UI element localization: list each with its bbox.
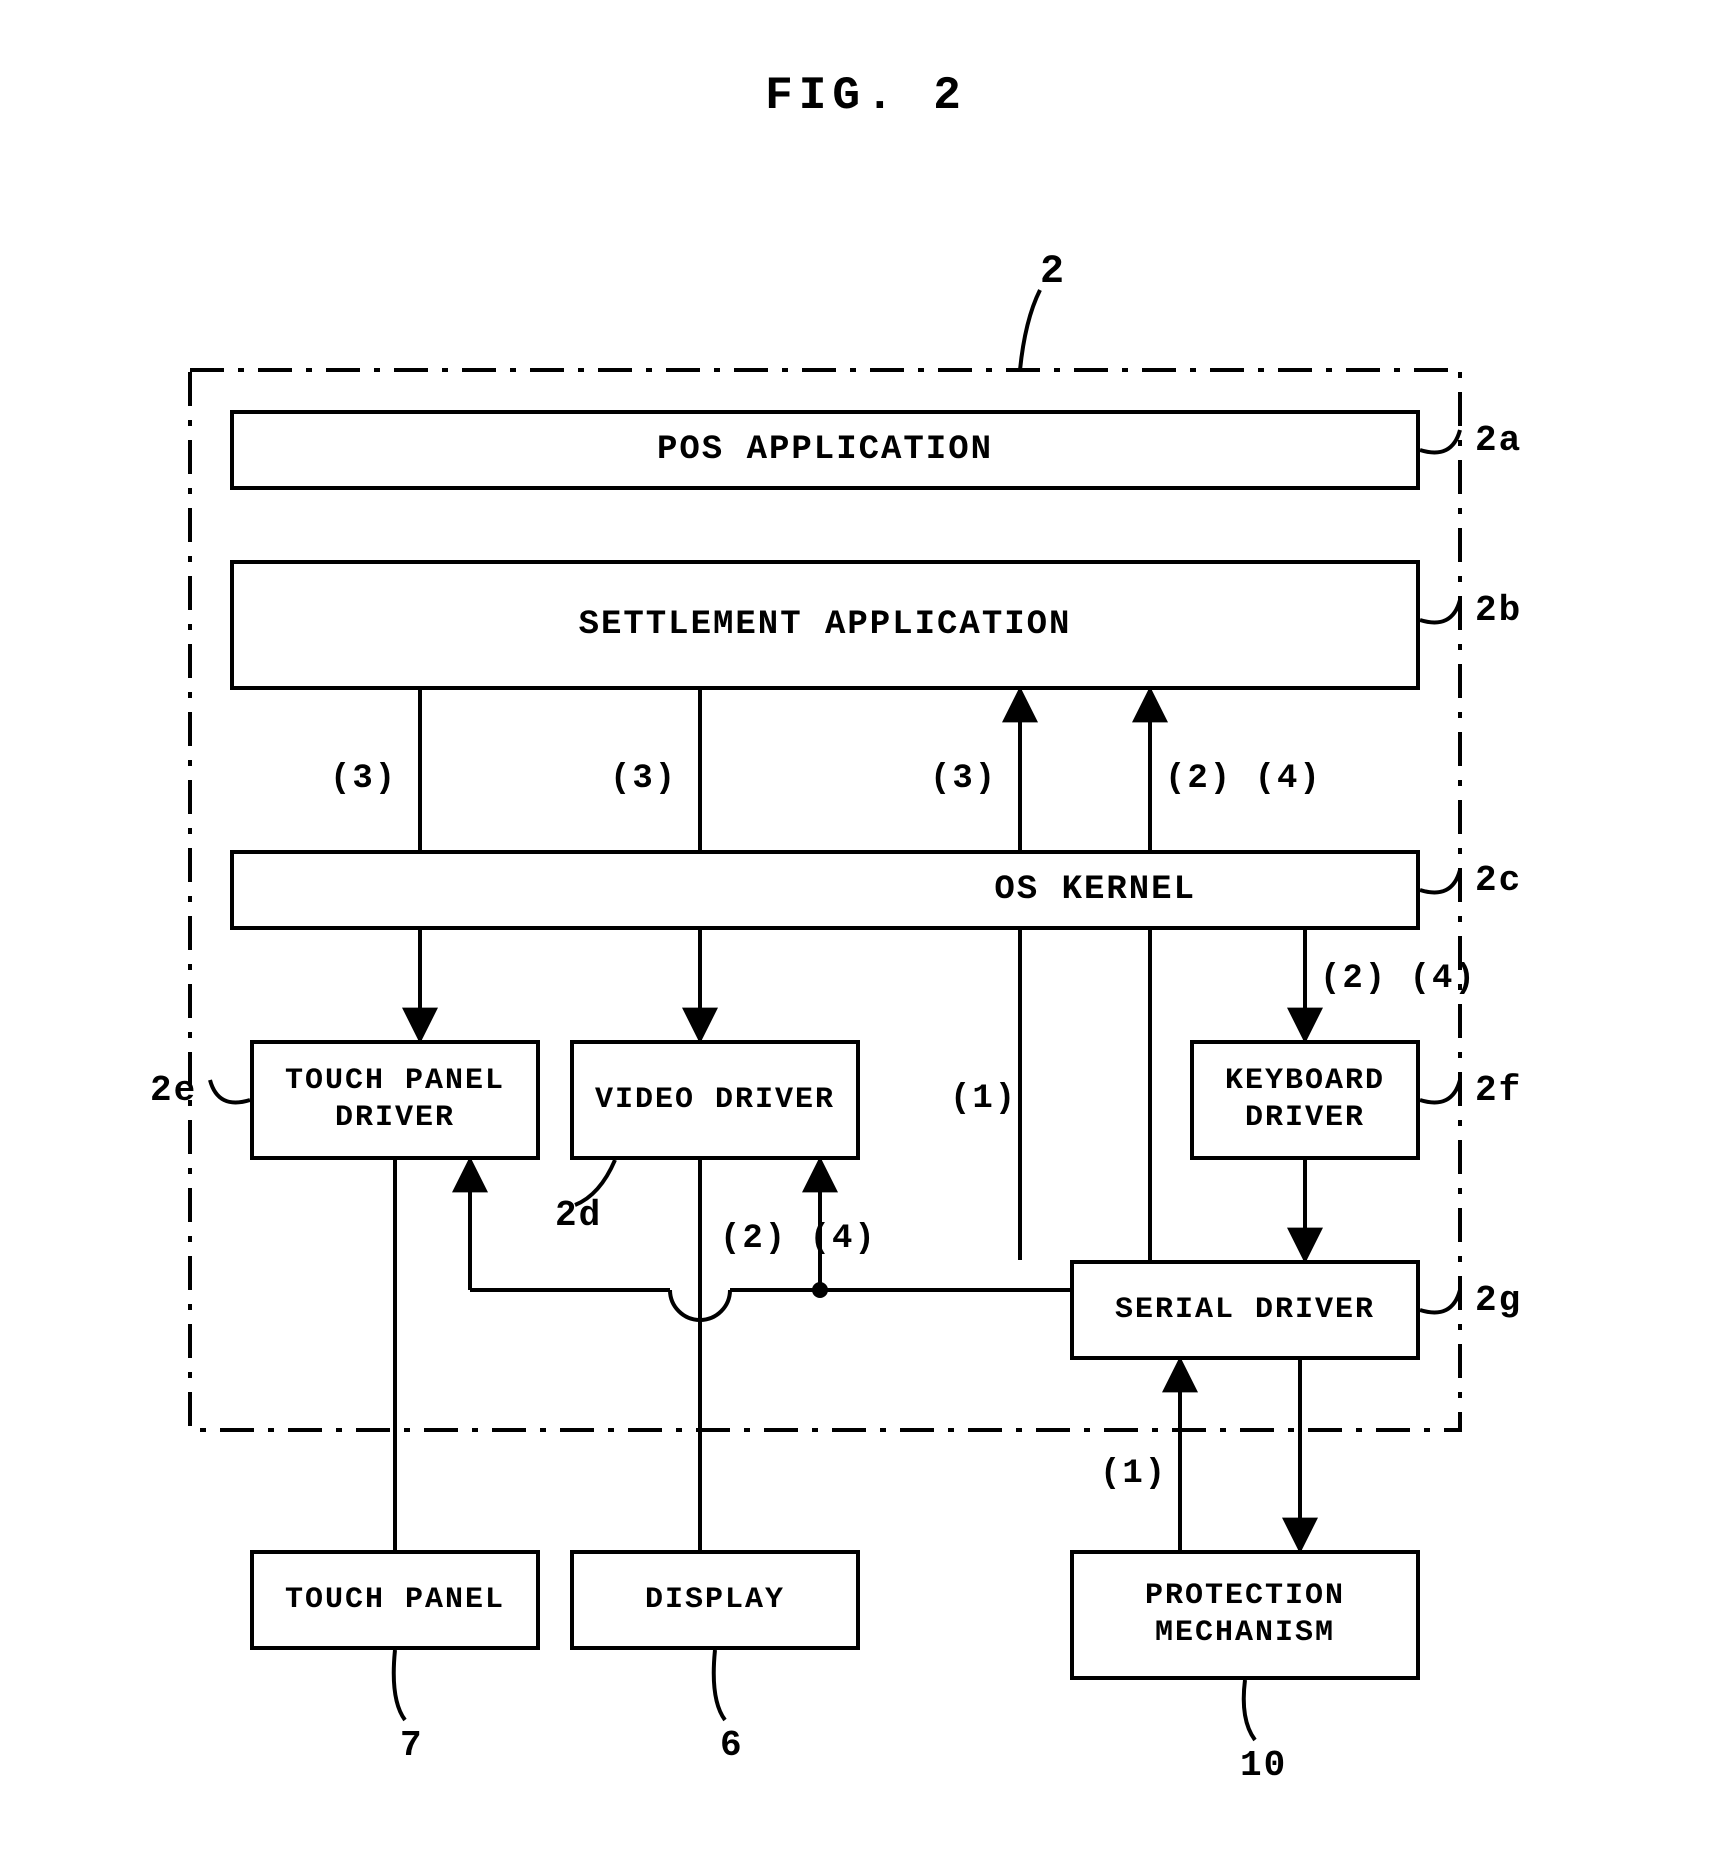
ref-2g: 2g — [1475, 1280, 1522, 1321]
block-keyboard-driver: KEYBOARD DRIVER — [1190, 1040, 1420, 1160]
edge-label-24-branch: (2) (4) — [720, 1220, 877, 1258]
ref-10: 10 — [1240, 1745, 1287, 1786]
block-label: SERIAL DRIVER — [1115, 1293, 1375, 1327]
block-label: TOUCH PANEL DRIVER — [285, 1063, 505, 1138]
block-label: VIDEO DRIVER — [595, 1083, 835, 1117]
ref-2f: 2f — [1475, 1070, 1522, 1111]
block-label: OS KERNEL — [994, 871, 1196, 909]
ref-2d: 2d — [555, 1195, 602, 1236]
edge-label-3-left: (3) — [330, 760, 397, 798]
block-label: POS APPLICATION — [657, 431, 993, 469]
edge-label-24-kbd: (2) (4) — [1320, 960, 1477, 998]
block-video-driver: VIDEO DRIVER — [570, 1040, 860, 1160]
block-label: TOUCH PANEL — [285, 1583, 505, 1617]
figure-title: FIG. 2 — [0, 70, 1732, 122]
diagram-canvas: FIG. 2 — [0, 0, 1732, 1854]
block-label: PROTECTION MECHANISM — [1145, 1578, 1345, 1653]
block-label: SETTLEMENT APPLICATION — [579, 606, 1072, 644]
block-settlement-application: SETTLEMENT APPLICATION — [230, 560, 1420, 690]
ref-7: 7 — [400, 1725, 424, 1766]
block-protection-mechanism: PROTECTION MECHANISM — [1070, 1550, 1420, 1680]
block-touch-panel-driver: TOUCH PANEL DRIVER — [250, 1040, 540, 1160]
block-serial-driver: SERIAL DRIVER — [1070, 1260, 1420, 1360]
block-os-kernel: OS KERNEL — [230, 850, 1420, 930]
block-display: DISPLAY — [570, 1550, 860, 1650]
edge-label-3-mid: (3) — [610, 760, 677, 798]
ref-2a: 2a — [1475, 420, 1522, 461]
ref-2e: 2e — [150, 1070, 197, 1111]
block-label: DISPLAY — [645, 1583, 785, 1617]
edge-label-1-bottom: (1) — [1100, 1455, 1167, 1493]
edge-label-1-mid: (1) — [950, 1080, 1017, 1118]
ref-2b: 2b — [1475, 590, 1522, 631]
block-pos-application: POS APPLICATION — [230, 410, 1420, 490]
edge-label-3-right: (3) — [930, 760, 997, 798]
container-ref: 2 — [1040, 250, 1066, 295]
ref-6: 6 — [720, 1725, 744, 1766]
block-touch-panel: TOUCH PANEL — [250, 1550, 540, 1650]
block-label: KEYBOARD DRIVER — [1225, 1063, 1385, 1138]
edge-label-24-top: (2) (4) — [1165, 760, 1322, 798]
ref-2c: 2c — [1475, 860, 1522, 901]
